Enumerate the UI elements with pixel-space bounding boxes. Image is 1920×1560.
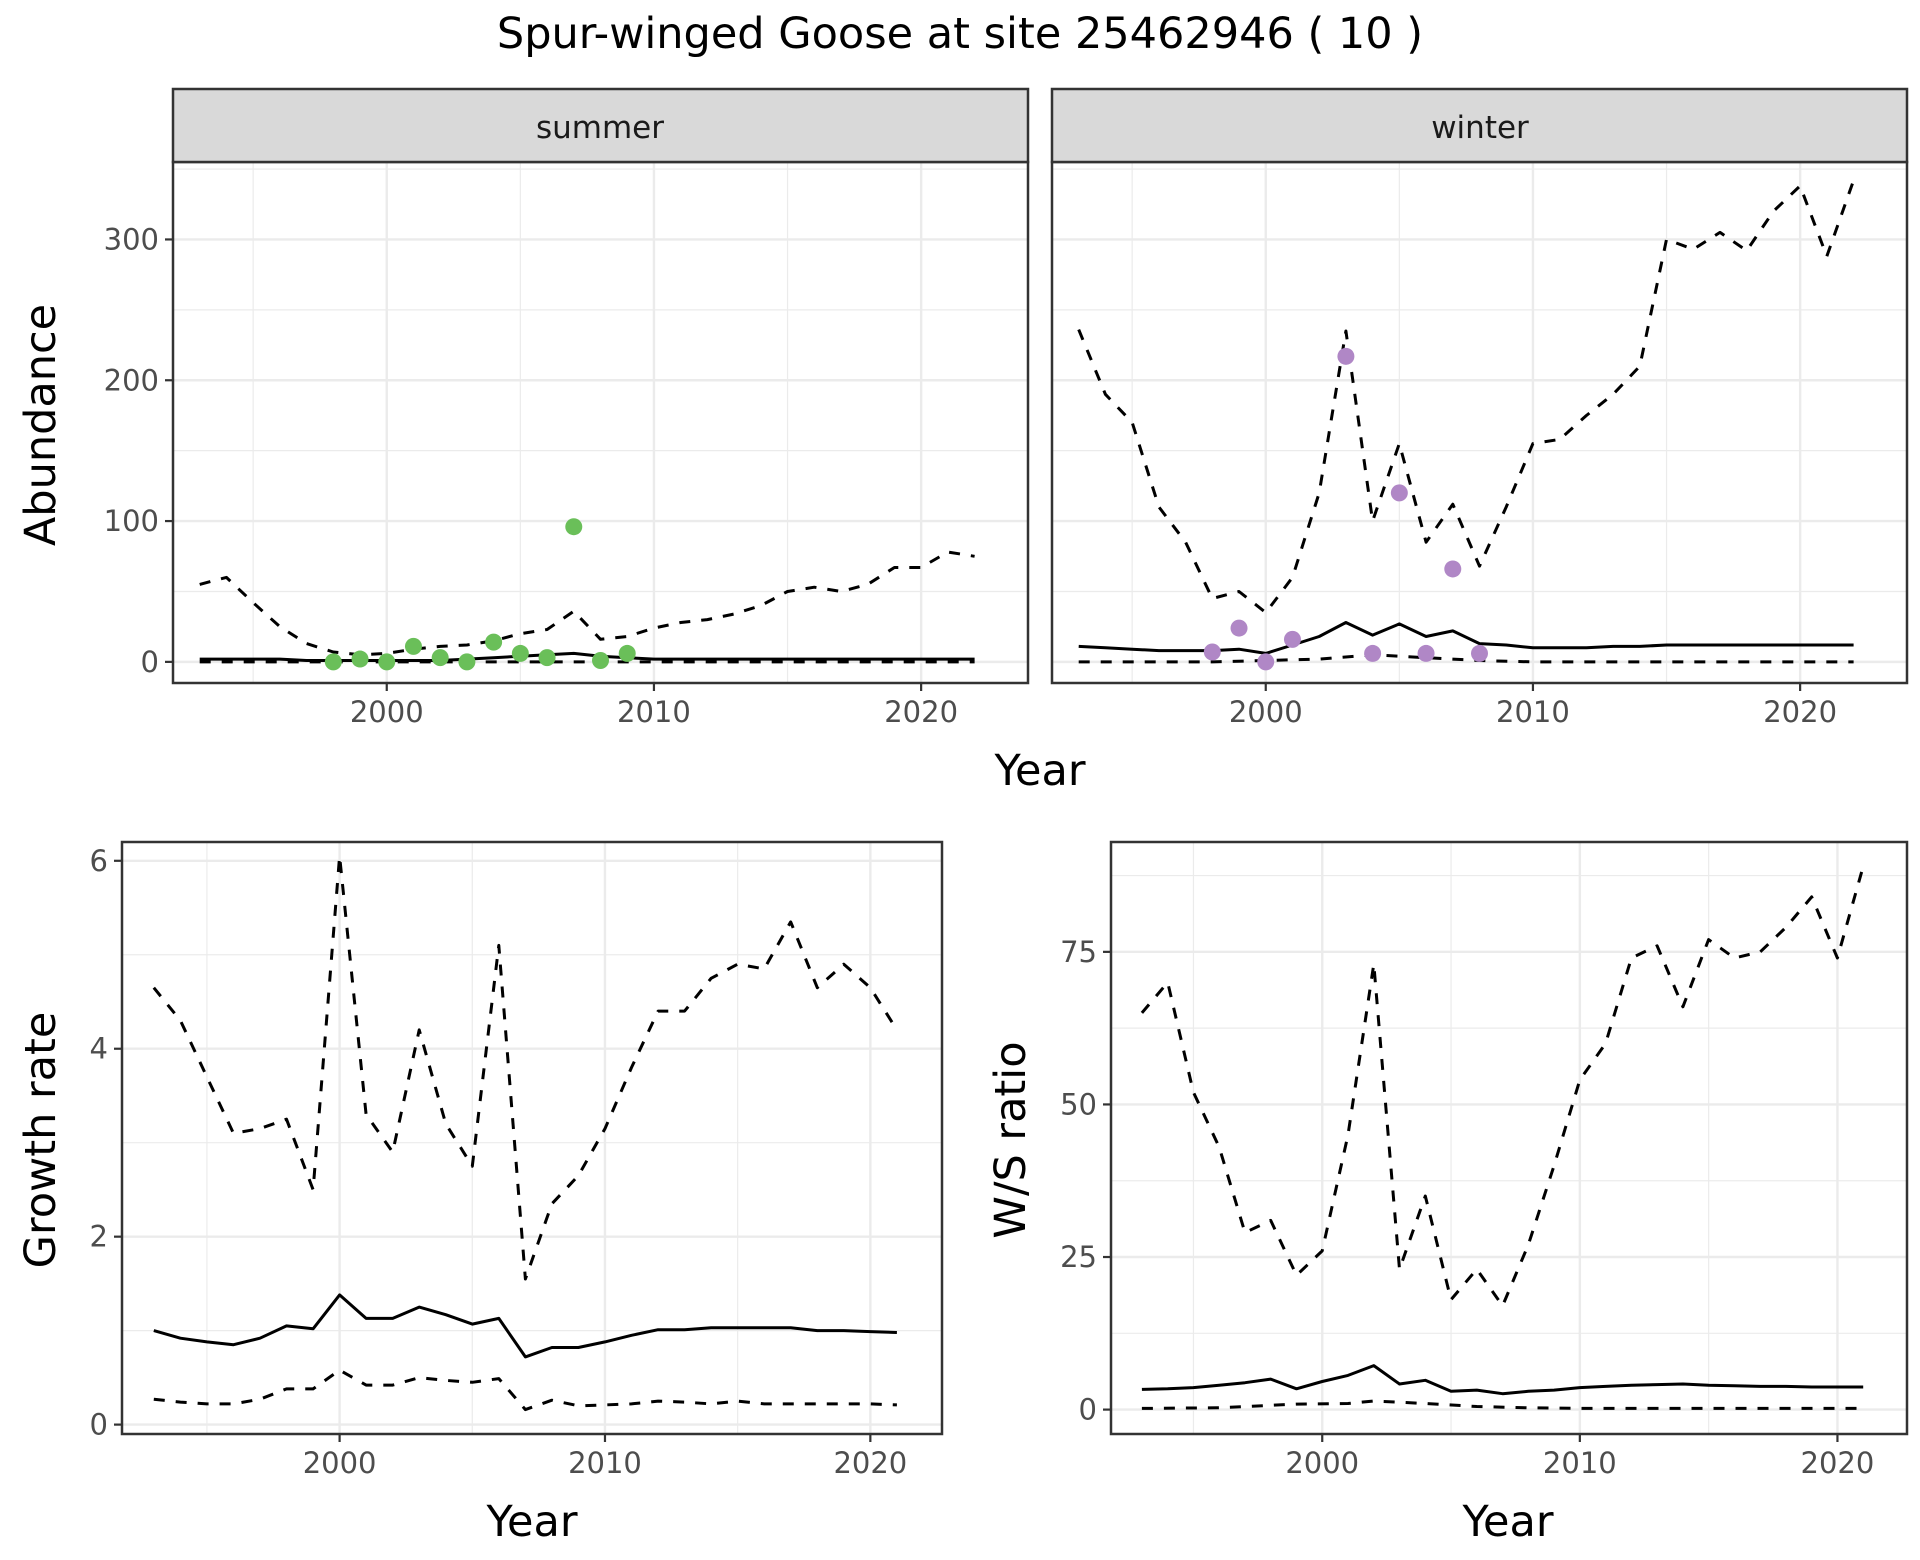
growth-x-tick-label: 2020: [833, 1446, 907, 1480]
growth-dashed-line: [152, 854, 899, 1281]
summer-x-tick-label: 2020: [884, 695, 958, 729]
ratio-y-tick-label: 50: [1060, 1087, 1097, 1121]
winter-data-point: [1417, 644, 1435, 662]
summer-y-tick-label: 200: [104, 363, 159, 397]
ratio-solid-line: [1141, 1364, 1864, 1396]
growth-plot-area: [122, 842, 942, 1434]
summer-data-point: [404, 637, 422, 655]
growth-y-axis-title: Growth rate: [16, 1012, 66, 1269]
winter-data-point: [1283, 630, 1301, 648]
summer-data-point: [565, 518, 583, 536]
growth-x-tick-label: 2000: [303, 1446, 377, 1480]
winter-x-tick-label: 2000: [1229, 695, 1303, 729]
summer-y-tick-label: 0: [141, 645, 159, 679]
summer-x-tick-label: 2010: [617, 695, 691, 729]
growth-dashed-line: [153, 1368, 897, 1412]
growth-rate-panel: 2000 2010 2020 0 2 4 6: [90, 840, 944, 1480]
winter-x-tick-label: 2010: [1496, 695, 1570, 729]
summer-data-point: [431, 649, 449, 667]
summer-data-point: [618, 644, 636, 662]
summer-data-point: [511, 644, 529, 662]
ws-ratio-panel: 2000 2010 2020 0 25 50 75: [1060, 840, 1909, 1480]
summer-panel: 2000 2010 2020 0 100 200 300: [104, 160, 1030, 729]
growth-x-axis-title: Year: [485, 1497, 577, 1547]
summer-strip-label: summer: [536, 110, 664, 146]
figure-title: Spur-winged Goose at site 25462946 ( 10 …: [497, 9, 1423, 59]
summer-data-point: [378, 653, 396, 671]
ratio-y-tick-label: 25: [1060, 1240, 1097, 1274]
growth-x-tick-label: 2010: [568, 1446, 642, 1480]
ratio-x-tick-label: 2010: [1543, 1446, 1617, 1480]
growth-y-tick-label: 0: [90, 1408, 108, 1442]
summer-y-tick-label: 300: [104, 222, 159, 256]
ratio-y-tick-label: 75: [1060, 935, 1097, 969]
summer-strip: [171, 87, 1030, 164]
winter-strip: [1050, 87, 1909, 164]
summer-data-point: [538, 649, 556, 667]
ratio-panel-border: [1109, 840, 1909, 1436]
ratio-plot-area: [1111, 842, 1907, 1434]
summer-y-tick-label: 100: [104, 504, 159, 538]
winter-x-tick-label: 2020: [1763, 695, 1837, 729]
growth-y-tick-label: 6: [90, 844, 108, 878]
growth-solid-line: [153, 1293, 897, 1359]
ratio-y-tick-label: 0: [1079, 1393, 1097, 1427]
winter-dashed-line: [1078, 653, 1854, 664]
winter-dashed-line: [1077, 179, 1856, 615]
winter-data-point: [1203, 643, 1221, 661]
winter-data-point: [1337, 347, 1355, 365]
summer-x-tick-label: 2000: [350, 695, 424, 729]
summer-data-point: [458, 653, 476, 671]
winter-data-point: [1364, 644, 1382, 662]
winter-plot-area: [1052, 162, 1907, 683]
top-x-axis-title: Year: [993, 746, 1085, 796]
summer-data-point: [324, 653, 342, 671]
summer-data-point: [592, 651, 609, 669]
ratio-dashed-line: [1140, 865, 1865, 1308]
winter-strip-label: winter: [1431, 110, 1529, 146]
ratio-x-axis-title: Year: [1461, 1497, 1553, 1547]
winter-panel: 2000 2010 2020: [1050, 160, 1909, 729]
ratio-x-tick-label: 2020: [1801, 1446, 1875, 1480]
winter-data-point: [1230, 619, 1248, 637]
winter-data-point: [1444, 560, 1462, 578]
summer-dashed-line: [199, 550, 975, 657]
summer-plot-area: [173, 162, 1028, 683]
ratio-y-axis-title: W/S ratio: [986, 1041, 1036, 1238]
winter-data-point: [1471, 644, 1488, 662]
growth-panel-border: [120, 840, 944, 1436]
summer-data-point: [485, 633, 503, 651]
ratio-x-tick-label: 2000: [1285, 1446, 1359, 1480]
growth-y-tick-label: 2: [90, 1220, 108, 1254]
winter-data-point: [1257, 653, 1275, 671]
summer-data-point: [351, 650, 369, 668]
growth-y-tick-label: 4: [90, 1032, 108, 1066]
winter-data-point: [1390, 484, 1408, 502]
top-y-axis-title: Abundance: [16, 304, 66, 546]
